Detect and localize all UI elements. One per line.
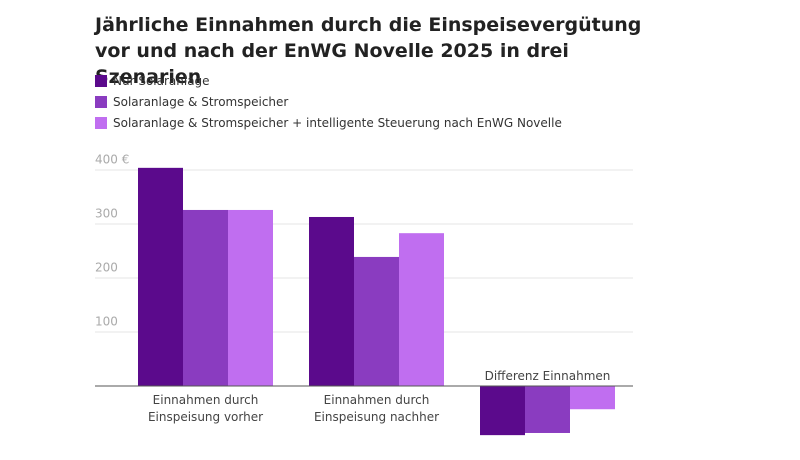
y-tick-label: 400 € bbox=[95, 153, 129, 167]
y-tick-label: 300 bbox=[95, 207, 118, 221]
legend: Nur Solaranlage Solaranlage & Stromspeich… bbox=[95, 70, 562, 133]
y-tick-label: 100 bbox=[95, 315, 118, 329]
x-tick-label: Einnahmen durch Einspeisung nachher bbox=[313, 393, 440, 424]
legend-label: Nur Solaranlage bbox=[113, 73, 210, 88]
legend-swatch bbox=[95, 74, 107, 87]
bar bbox=[570, 386, 615, 410]
legend-swatch bbox=[95, 116, 107, 129]
bar bbox=[354, 256, 399, 386]
legend-item: Solaranlage & Stromspeicher + intelligen… bbox=[95, 112, 562, 133]
legend-label: Solaranlage & Stromspeicher bbox=[113, 94, 289, 109]
bar bbox=[228, 209, 273, 386]
legend-swatch bbox=[95, 95, 107, 108]
bar bbox=[399, 233, 444, 386]
bar bbox=[525, 386, 570, 433]
chart-title: Jährliche Einnahmen durch die Einspeisev… bbox=[95, 14, 642, 88]
bar bbox=[480, 386, 525, 436]
x-tick-label: Einnahmen durch Einspeisung vorher bbox=[147, 393, 264, 424]
bar bbox=[183, 209, 228, 386]
y-tick-label: 200 bbox=[95, 261, 118, 275]
legend-label: Solaranlage & Stromspeicher + intelligen… bbox=[113, 115, 562, 130]
bar bbox=[138, 167, 183, 386]
x-tick-label: Differenz Einnahmen bbox=[484, 369, 611, 383]
bar bbox=[309, 216, 354, 386]
legend-item: Nur Solaranlage bbox=[95, 70, 562, 91]
legend-item: Solaranlage & Stromspeicher bbox=[95, 91, 562, 112]
